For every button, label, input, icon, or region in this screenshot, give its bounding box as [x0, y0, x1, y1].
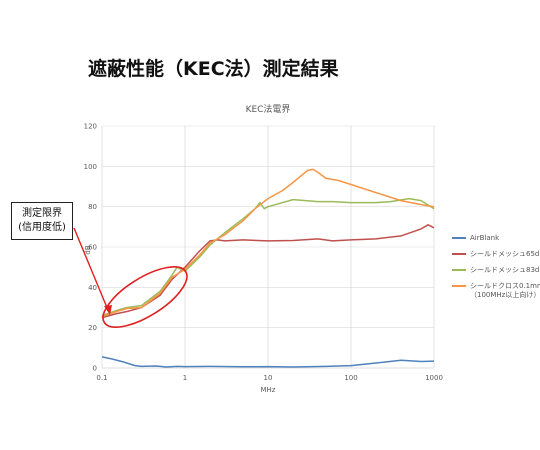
x-axis-ticks: 0.1 1 10 100 1000: [96, 374, 442, 382]
legend-item-airblank: AirBlank: [452, 234, 538, 243]
y-axis-ticks: 0 20 40 60 80 100 120: [84, 123, 97, 373]
series-line-1: [101, 224, 435, 319]
y-tick-label: 100: [84, 163, 97, 171]
page-title: 遮蔽性能（KEC法）測定結果: [88, 58, 339, 80]
legend-label: AirBlank: [470, 234, 500, 242]
x-tick-label: 1000: [425, 374, 443, 382]
note-line-1: 測定限界: [22, 208, 62, 219]
chart-grid: [101, 125, 435, 369]
chart-legend: AirBlank シールドメッシュ65dB シールドメッシュ83dB シールドク…: [452, 234, 540, 307]
legend-label: シールドメッシュ83dB: [470, 266, 540, 274]
x-axis-label: MHz: [261, 386, 276, 394]
series-line-3: [101, 168, 435, 318]
y-tick-label: 0: [93, 365, 97, 373]
y-tick-label: 60: [88, 244, 97, 252]
y-axis-label: dB: [84, 245, 92, 254]
y-tick-label: 80: [88, 203, 97, 211]
y-tick-label: 120: [84, 123, 97, 131]
measurement-limit-note: 測定限界 (信用度低): [11, 202, 73, 240]
legend-item-mesh83: シールドメッシュ83dB: [452, 266, 540, 275]
legend-item-cloth: シールドクロス0.1mm （100MHz以上向け）: [452, 282, 540, 300]
series-line-0: [101, 356, 435, 368]
legend-item-mesh65: シールドメッシュ65dB: [452, 250, 540, 259]
x-tick-label: 100: [344, 374, 357, 382]
legend-swatch: [452, 237, 466, 239]
note-arrowhead: [104, 305, 112, 315]
legend-label: シールドクロス0.1mm （100MHz以上向け）: [470, 282, 540, 299]
y-tick-label: 20: [88, 324, 97, 332]
series-lines: [101, 168, 435, 368]
note-line-2: (信用度低): [18, 222, 66, 233]
x-tick-label: 10: [264, 374, 273, 382]
x-tick-label: 0.1: [96, 374, 107, 382]
y-tick-label: 40: [88, 284, 97, 292]
legend-swatch: [452, 269, 466, 271]
highlight-ellipse: [102, 266, 188, 328]
note-arrow: [73, 227, 109, 311]
legend-swatch: [452, 285, 466, 287]
chart-title: KEC法電界: [246, 103, 291, 115]
legend-label: シールドメッシュ65dB: [470, 250, 540, 258]
x-tick-label: 1: [183, 374, 187, 382]
legend-swatch: [452, 253, 466, 255]
